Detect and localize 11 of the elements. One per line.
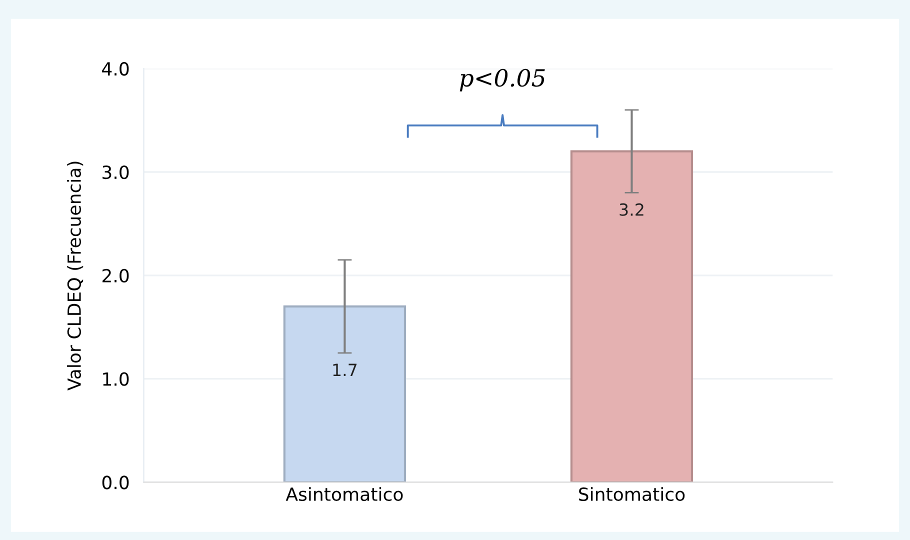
y-tick-label: 4.0 [102, 62, 129, 76]
y-tick-label: 0.0 [102, 476, 129, 490]
y-axis-title: Valor CLDEQ (Frecuencia) [67, 162, 84, 390]
data-label: 1.7 [333, 364, 357, 376]
annotation: p<0.05 [460, 68, 545, 92]
y-tick-label: 2.0 [102, 268, 129, 283]
data-label: 3.2 [620, 203, 644, 216]
x-tick-label: Asintomatico [286, 487, 403, 502]
x-tick-label: Sintomatico [579, 487, 685, 502]
y-tick-label: 3.0 [102, 165, 129, 180]
y-tick-label: 1.0 [103, 372, 129, 386]
